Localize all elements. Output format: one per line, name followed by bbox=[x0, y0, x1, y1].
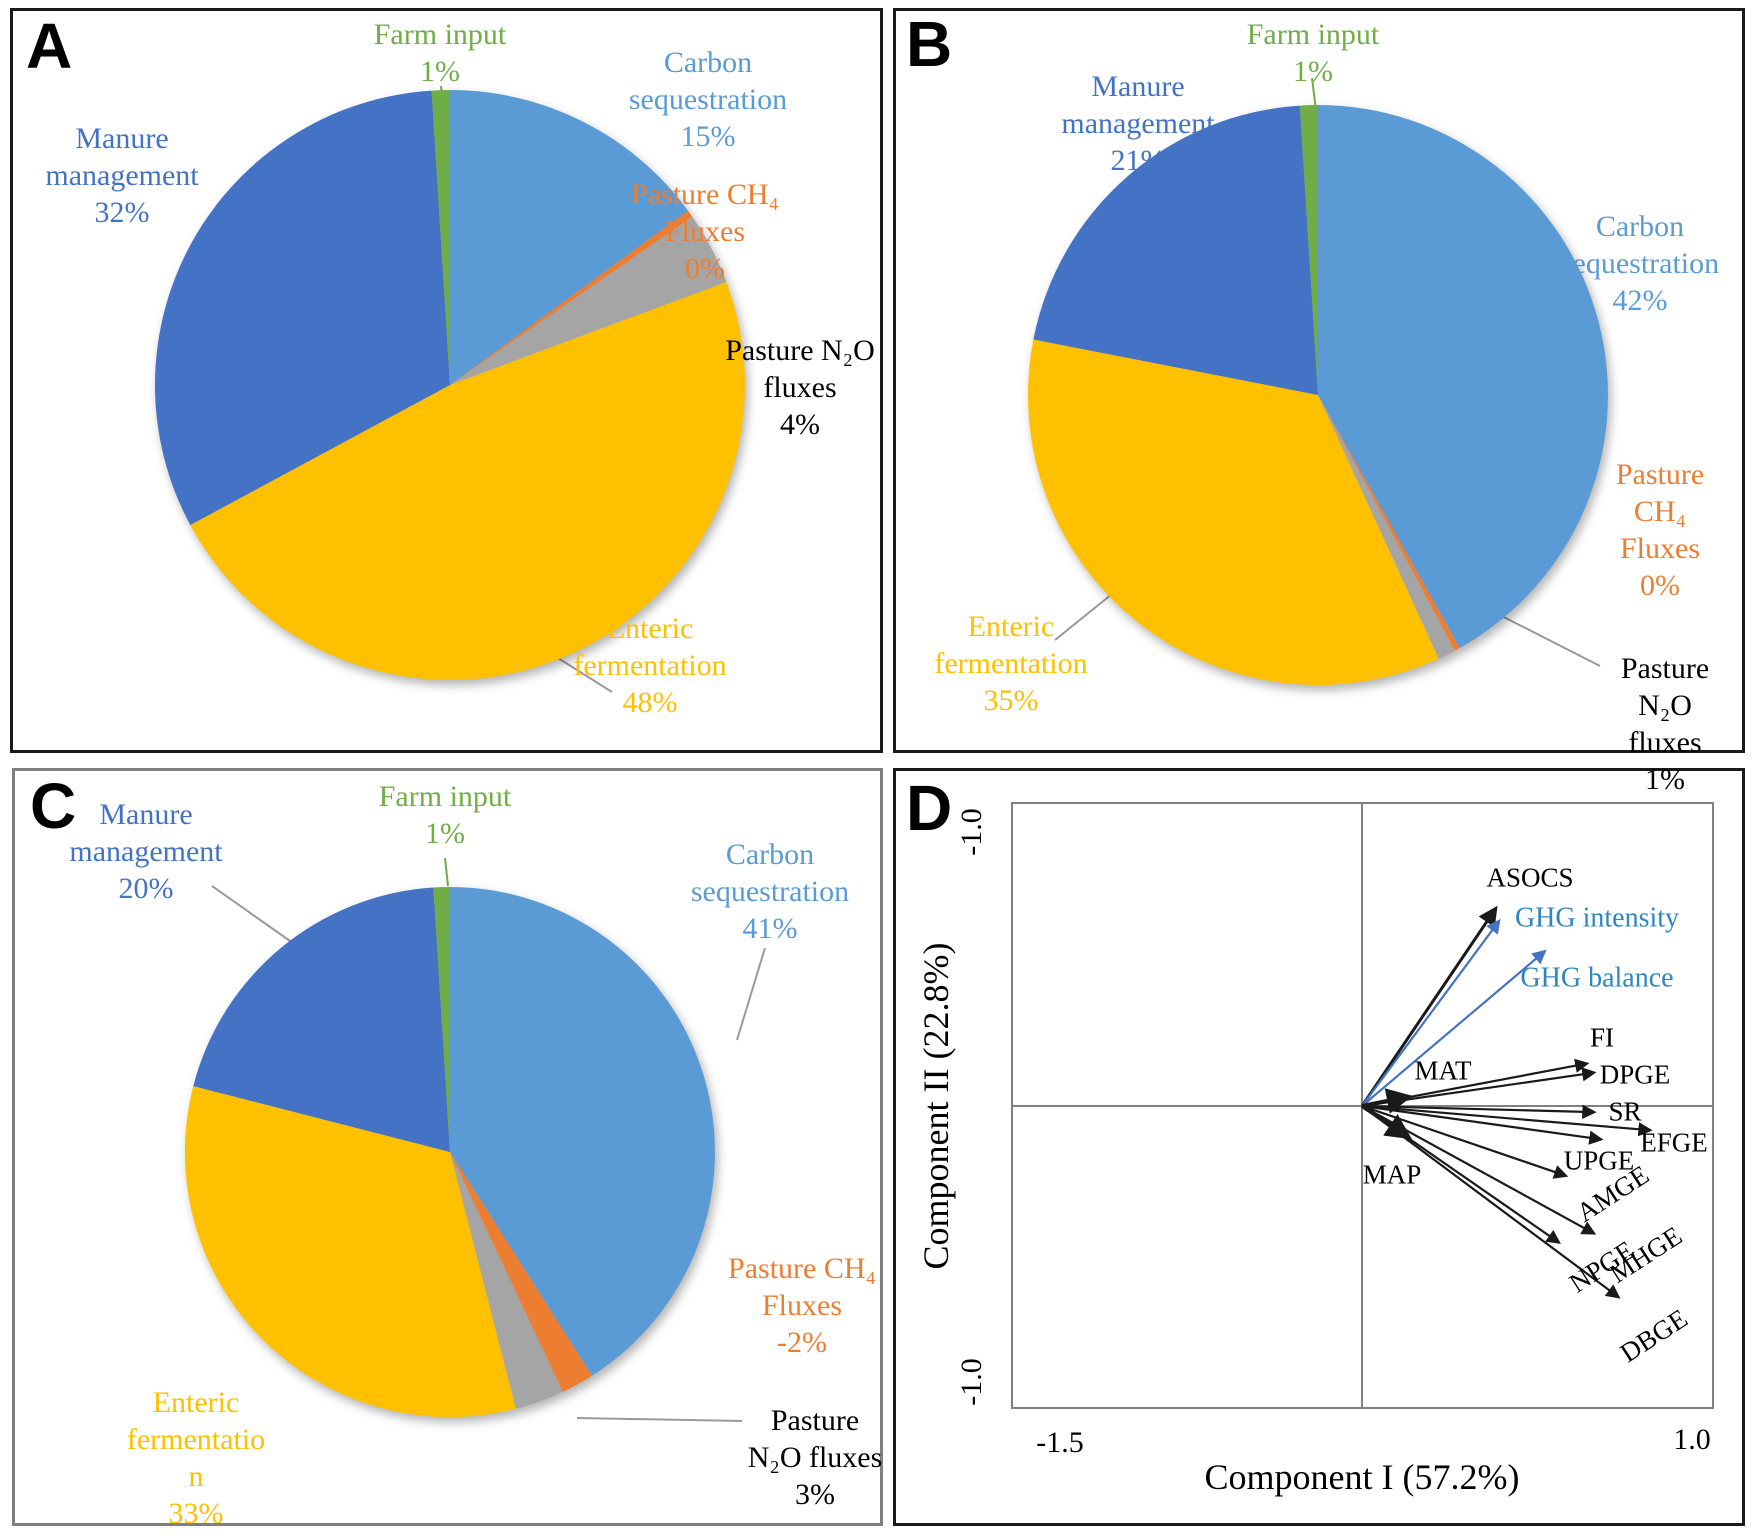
vector-label-efge: EFGE bbox=[1640, 1127, 1708, 1158]
vector-label-map: MAP bbox=[1362, 1159, 1422, 1190]
vector-label-dbge: DBGE bbox=[1614, 1302, 1693, 1369]
pie-slice-b-ch4 bbox=[1318, 395, 1460, 651]
pie-a-label-pasture-ch4: Pasture CH₄ Fluxes 0% bbox=[631, 178, 779, 285]
biplot-vector-upge bbox=[1361, 1104, 1604, 1145]
pie-chart-c bbox=[184, 886, 715, 1418]
vector-label-npge: NPGE bbox=[1563, 1234, 1640, 1299]
panel-b-letter: B bbox=[906, 8, 953, 80]
pie-c-label-pasture-n2o: Pasture N₂O fluxes 3% bbox=[747, 1404, 883, 1511]
pie-a-label-pasture-n2o: Pasture N₂O fluxes 4% bbox=[725, 334, 875, 441]
pie-slice-c-enteric bbox=[184, 1086, 516, 1418]
pie-slice-c-ch4 bbox=[450, 1152, 592, 1392]
pie-slice-b-manure bbox=[1033, 105, 1318, 395]
pie-slice-a-manure bbox=[154, 90, 451, 525]
pie-chart-a bbox=[154, 90, 745, 681]
pie-slice-c-farm bbox=[433, 886, 450, 1152]
x-axis-title: Component I (57.2%) bbox=[1204, 1457, 1520, 1497]
pie-chart-b bbox=[1028, 105, 1608, 685]
vector-label-ghg-intensity: GHG intensity bbox=[1514, 902, 1680, 934]
pie-c-label-enteric-fermentation: Enteric fermentatio n 33% bbox=[126, 1386, 266, 1530]
biplot-vector-mat bbox=[1361, 1088, 1413, 1114]
pie-a-label-carbon-sequestration: Carbon sequestration 15% bbox=[628, 46, 788, 153]
pie-slice-c-n2o bbox=[450, 1152, 563, 1409]
pie-b-label-pasture-ch4: Pasture CH₄ Fluxes 0% bbox=[1615, 458, 1705, 602]
vector-label-asocs: ASOCS bbox=[1486, 862, 1574, 893]
pie-slice-a-enteric bbox=[190, 282, 745, 681]
pie-slice-a-ch4 bbox=[450, 210, 693, 385]
pie-slice-b-farm bbox=[1299, 105, 1318, 395]
pie-a-label-enteric-fermentation: Enteric fermentation 48% bbox=[573, 612, 727, 719]
vector-label-dpge: DPGE bbox=[1599, 1059, 1671, 1090]
pie-slice-b-carbon bbox=[1318, 105, 1608, 648]
pie-c-label-carbon-sequestration: Carbon sequestration 41% bbox=[690, 838, 850, 945]
pie-slice-a-farm bbox=[431, 90, 450, 385]
vector-label-ghg-balance: GHG balance bbox=[1520, 962, 1674, 994]
pie-c-label-farm-input: Farm input 1% bbox=[378, 780, 512, 850]
pie-slice-a-carbon bbox=[450, 90, 688, 385]
x-axis-tick-left: -1.5 bbox=[1036, 1426, 1084, 1459]
biplot-vector-ghg-balance bbox=[1361, 949, 1547, 1107]
vector-label-upge: UPGE bbox=[1563, 1145, 1635, 1176]
pie-slice-c-manure bbox=[193, 887, 451, 1152]
pie-c-label-pasture-ch4: Pasture CH₄ Fluxes -2% bbox=[728, 1252, 876, 1359]
biplot-vector-ghg-intensity bbox=[1361, 918, 1501, 1107]
panel-d-frame bbox=[893, 768, 1745, 1526]
pie-a-label-manure-management: Manure management 32% bbox=[45, 122, 199, 229]
vector-label-sr: SR bbox=[1608, 1096, 1642, 1127]
dynamic-charts bbox=[154, 90, 1653, 1418]
panel-d-letter: D bbox=[906, 772, 953, 844]
pie-a-label-farm-input: Farm input 1% bbox=[373, 18, 507, 88]
biplot-vector-sr bbox=[1361, 1104, 1597, 1119]
pie-c-label-manure-management: Manure management 20% bbox=[69, 798, 223, 905]
pie-slice-b-enteric bbox=[1028, 339, 1439, 685]
pie-b-label-manure-management: Manure management 21% bbox=[1061, 70, 1215, 177]
vector-label-fi: FI bbox=[1589, 1022, 1615, 1053]
biplot-vector-efge bbox=[1361, 1104, 1653, 1137]
pie-b-label-enteric-fermentation: Enteric fermentation 35% bbox=[934, 610, 1088, 717]
pie-b-label-carbon-sequestration: Carbon sequestration 42% bbox=[1560, 210, 1720, 317]
pie-b-label-pasture-n2o: Pasture N₂O fluxes 1% bbox=[1620, 652, 1710, 796]
y-axis-tick-top: -1.0 bbox=[955, 808, 988, 856]
biplot-vector-map bbox=[1360, 1104, 1412, 1140]
panel-a-letter: A bbox=[26, 10, 73, 82]
y-axis-tick-bottom: -1.0 bbox=[955, 1358, 988, 1406]
x-axis-tick-right: 1.0 bbox=[1673, 1423, 1711, 1456]
panel-c-letter: C bbox=[30, 770, 77, 842]
pie-slice-c-carbon bbox=[450, 887, 715, 1376]
biplot-vector-asocs bbox=[1360, 905, 1498, 1107]
vector-label-mat: MAT bbox=[1414, 1055, 1472, 1086]
pie-slice-b-n2o bbox=[1318, 395, 1455, 659]
pie-slice-a-n2o bbox=[450, 216, 727, 385]
y-axis-title: Component II (22.8%) bbox=[916, 942, 956, 1270]
pie-b-label-farm-input: Farm input 1% bbox=[1246, 18, 1380, 88]
